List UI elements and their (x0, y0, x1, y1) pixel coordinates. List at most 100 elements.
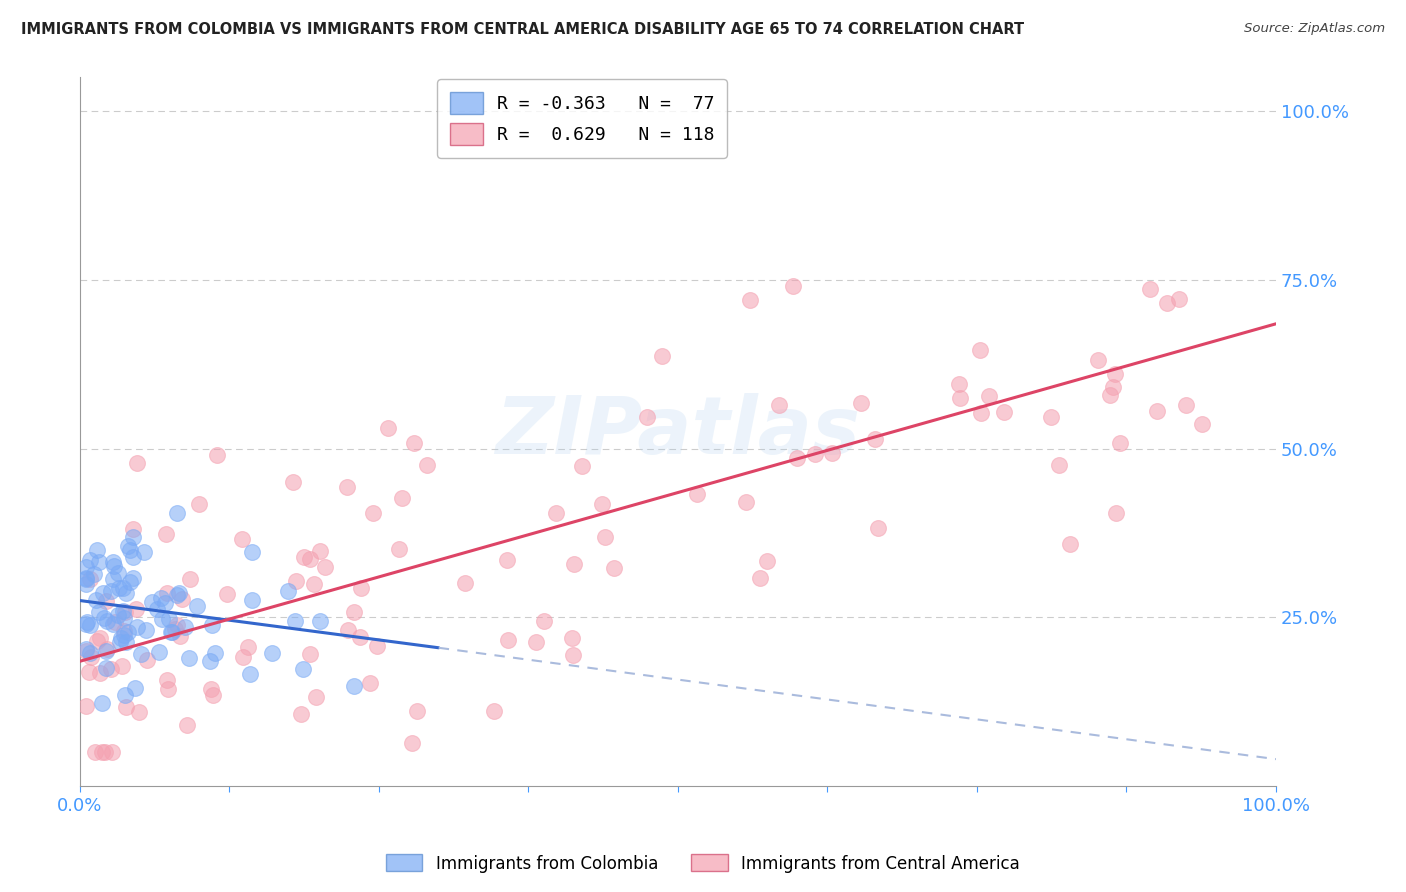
Point (821, 446, 844, 460)
Point (75, 572, 97, 586)
Point (1104, 367, 1126, 381)
Point (359, 675, 381, 690)
Point (112, 624, 135, 638)
Point (204, 646, 226, 660)
Point (89, 665, 111, 680)
Point (782, 278, 804, 293)
Point (292, 550, 315, 565)
Point (117, 539, 139, 553)
Point (160, 625, 183, 640)
Point (107, 608, 129, 623)
Point (309, 614, 332, 628)
Point (79, 572, 101, 586)
Point (117, 624, 139, 639)
Point (949, 392, 972, 406)
Point (562, 557, 585, 571)
Point (96, 615, 118, 629)
Point (114, 689, 136, 703)
Point (155, 526, 177, 541)
Point (284, 615, 307, 629)
Point (155, 585, 177, 599)
Point (1174, 398, 1197, 412)
Point (402, 436, 425, 450)
Point (200, 682, 222, 697)
Point (571, 458, 593, 473)
Point (749, 571, 772, 585)
Point (84, 745, 107, 759)
Point (1098, 388, 1121, 402)
Point (150, 591, 173, 606)
Point (96, 661, 118, 675)
Point (77, 665, 100, 679)
Point (96, 641, 118, 656)
Point (91, 745, 114, 759)
Point (970, 406, 993, 420)
Point (298, 551, 321, 566)
Point (979, 389, 1001, 403)
Point (305, 690, 328, 704)
Point (734, 495, 756, 509)
Point (89, 631, 111, 645)
Legend: R = -0.363   N =  77, R =  0.629   N = 118: R = -0.363 N = 77, R = 0.629 N = 118 (437, 79, 727, 158)
Point (75, 644, 97, 658)
Point (166, 506, 188, 520)
Text: Source: ZipAtlas.com: Source: ZipAtlas.com (1244, 22, 1385, 36)
Point (740, 293, 762, 307)
Point (401, 736, 423, 750)
Point (163, 622, 186, 636)
Point (75, 642, 97, 657)
Point (239, 666, 262, 681)
Point (112, 628, 135, 642)
Point (79, 647, 101, 661)
Point (524, 635, 547, 649)
Point (561, 631, 583, 645)
Point (498, 633, 520, 648)
Point (125, 620, 148, 634)
Point (636, 409, 658, 424)
Point (285, 574, 308, 588)
Point (416, 458, 439, 472)
Point (112, 582, 135, 596)
Point (118, 574, 141, 589)
Point (75, 699, 97, 714)
Point (135, 653, 157, 667)
Point (145, 602, 167, 616)
Point (107, 566, 129, 581)
Point (1146, 404, 1168, 418)
Point (377, 421, 399, 435)
Point (290, 706, 312, 721)
Point (150, 612, 173, 626)
Point (277, 584, 299, 599)
Text: ZIPatlas: ZIPatlas (495, 392, 860, 471)
Point (186, 599, 208, 614)
Point (115, 585, 138, 599)
Point (202, 688, 225, 702)
Point (993, 404, 1015, 418)
Point (240, 545, 263, 559)
Point (121, 522, 143, 536)
Point (314, 560, 336, 574)
Point (115, 699, 138, 714)
Text: IMMIGRANTS FROM COLOMBIA VS IMMIGRANTS FROM CENTRAL AMERICA DISABILITY AGE 65 TO: IMMIGRANTS FROM COLOMBIA VS IMMIGRANTS F… (21, 22, 1024, 37)
Point (103, 555, 125, 569)
Point (87, 605, 110, 619)
Point (157, 612, 180, 626)
Point (238, 640, 260, 654)
Point (166, 617, 188, 632)
Point (76, 615, 98, 630)
Point (350, 581, 373, 595)
Point (232, 650, 254, 665)
Point (124, 681, 146, 696)
Point (562, 648, 585, 663)
Point (129, 647, 152, 661)
Point (108, 581, 131, 595)
Point (148, 645, 170, 659)
Point (388, 542, 411, 557)
Point (651, 349, 673, 363)
Point (86, 593, 108, 607)
Point (160, 624, 183, 639)
Point (849, 396, 872, 410)
Point (75, 560, 97, 574)
Point (177, 650, 200, 665)
Point (201, 618, 224, 632)
